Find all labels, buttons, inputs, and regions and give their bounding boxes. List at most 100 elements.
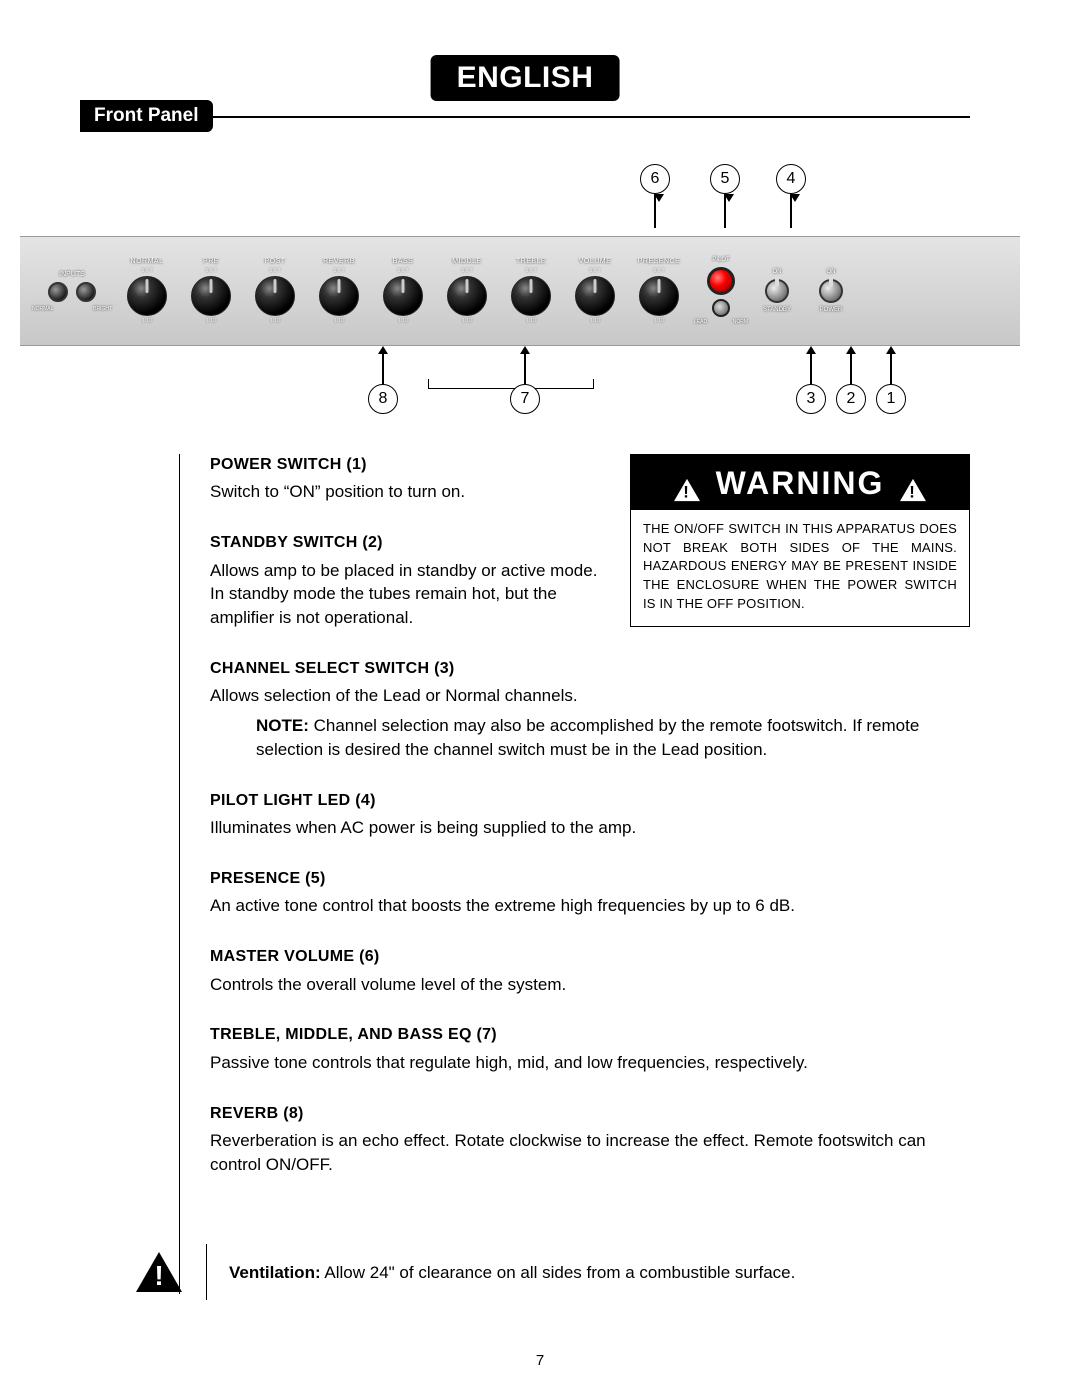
knob-middle: MIDDLE5 6 71 10 xyxy=(436,258,498,324)
ventilation-body: Allow 24" of clearance on all sides from… xyxy=(321,1263,796,1282)
knob-scale: 1 10 xyxy=(116,318,178,324)
knob-scale: 1 10 xyxy=(180,318,242,324)
standby-switch[interactable] xyxy=(765,279,789,303)
knob-dial[interactable] xyxy=(191,276,231,316)
knob-scale: 5 6 7 xyxy=(628,268,690,274)
section-title: Front Panel xyxy=(80,100,213,132)
knob-scale: 5 6 7 xyxy=(564,268,626,274)
amp-faceplate: INPUTS NORMAL BRIGHT NORMAL5 6 71 10PRE5… xyxy=(20,236,1020,346)
knob-label: PRE xyxy=(180,258,242,266)
knob-volume: VOLUME 5 6 7 1 10 xyxy=(564,258,626,324)
knob-scale: 5 6 7 xyxy=(308,268,370,274)
knob-pre: PRE 5 6 7 1 10 xyxy=(180,258,242,324)
knob-scale: 5 6 7 xyxy=(116,268,178,274)
warning-triangle-icon: ! xyxy=(898,470,928,496)
callout-line xyxy=(850,354,852,384)
control-body: Passive tone controls that regulate high… xyxy=(210,1051,970,1075)
control-title: REVERB (8) xyxy=(210,1103,970,1125)
knob-scale: 1 10 xyxy=(372,318,434,324)
knob-post: POST 5 6 7 1 10 xyxy=(244,258,306,324)
svg-text:!: ! xyxy=(683,483,690,502)
knob-label: VOLUME xyxy=(564,258,626,266)
svg-text:!: ! xyxy=(910,483,917,502)
ventilation-text: Ventilation: Allow 24" of clearance on a… xyxy=(229,1261,795,1285)
callout-circle: 1 xyxy=(876,384,906,414)
control-title: TREBLE, MIDDLE, AND BASS EQ (7) xyxy=(210,1024,970,1046)
knob-scale: 5 6 7 xyxy=(180,268,242,274)
control-block: MASTER VOLUME (6)Controls the overall vo… xyxy=(210,946,970,996)
knob-bass: BASS5 6 71 10 xyxy=(372,258,434,324)
knob-dial[interactable] xyxy=(319,276,359,316)
knob-scale: 1 10 xyxy=(628,318,690,324)
power-label: POWER xyxy=(806,307,856,313)
pilot-light-led xyxy=(707,267,735,295)
standby-label: STANDBY xyxy=(752,307,802,313)
knob-scale: 1 10 xyxy=(564,318,626,324)
callout-arrow-icon xyxy=(724,194,726,228)
callout-circle: 3 xyxy=(796,384,826,414)
knob-dial[interactable] xyxy=(511,276,551,316)
knob-dial[interactable] xyxy=(127,276,167,316)
callout-arrow-icon xyxy=(886,346,896,354)
control-block: PILOT LIGHT LED (4)Illuminates when AC p… xyxy=(210,790,970,840)
warning-triangle-icon: ! xyxy=(672,470,702,496)
callout-2: 2 xyxy=(836,346,866,414)
front-panel-diagram: 654 INPUTS NORMAL BRIGHT NORMAL5 6 71 10… xyxy=(80,164,970,414)
control-note: NOTE: Channel selection may also be acco… xyxy=(256,714,970,762)
knob-dial[interactable] xyxy=(639,276,679,316)
input-jack-bright[interactable] xyxy=(76,282,96,302)
power-on-label: ON xyxy=(806,269,856,275)
page: ENGLISH Front Panel 654 INPUTS NORMAL BR… xyxy=(80,55,970,1300)
page-number: 7 xyxy=(536,1352,544,1369)
callout-1: 1 xyxy=(876,346,906,414)
content-area: ! WARNING ! THE ON/OFF SWITCH IN THIS AP… xyxy=(80,454,970,1300)
knob-dial[interactable] xyxy=(575,276,615,316)
knob-treble: TREBLE5 6 71 10 xyxy=(500,258,562,324)
callout-arrow-icon xyxy=(806,346,816,354)
knob-scale: 1 10 xyxy=(244,318,306,324)
callout-arrow-icon xyxy=(378,346,388,354)
channel-select-switch[interactable] xyxy=(712,299,730,317)
chan-lead-label: LEAD xyxy=(694,319,707,325)
inputs-title: INPUTS xyxy=(32,271,112,278)
control-block: CHANNEL SELECT SWITCH (3)Allows selectio… xyxy=(210,658,970,762)
control-body: An active tone control that boosts the e… xyxy=(210,894,970,918)
callout-circle: 5 xyxy=(710,164,740,194)
control-title: PRESENCE (5) xyxy=(210,868,970,890)
callout-arrow-icon xyxy=(654,194,656,228)
callout-circle: 4 xyxy=(776,164,806,194)
knob-label: REVERB xyxy=(308,258,370,266)
callout-line xyxy=(524,354,526,384)
control-block: PRESENCE (5) An active tone control that … xyxy=(210,868,970,918)
note-label: NOTE: xyxy=(256,716,309,735)
pilot-label: PILOT xyxy=(694,257,748,263)
knob-label: PRESENCE xyxy=(628,258,690,266)
knob-normal: NORMAL5 6 71 10 xyxy=(116,258,178,324)
knob-scale: 5 6 7 xyxy=(436,268,498,274)
input-jack-normal[interactable] xyxy=(48,282,68,302)
standby-on-label: ON xyxy=(752,269,802,275)
input-label-bright: BRIGHT xyxy=(93,306,112,312)
descriptions-column: ! WARNING ! THE ON/OFF SWITCH IN THIS AP… xyxy=(210,454,970,1300)
knob-scale: 1 10 xyxy=(500,318,562,324)
power-block: ON POWER xyxy=(806,269,856,313)
ventilation-label: Ventilation: xyxy=(229,1263,321,1282)
control-body: Reverberation is an echo effect. Rotate … xyxy=(210,1129,970,1177)
knob-label: POST xyxy=(244,258,306,266)
chan-norm-label: NORM xyxy=(733,319,748,325)
knob-label: MIDDLE xyxy=(436,258,498,266)
inputs-section: INPUTS NORMAL BRIGHT xyxy=(32,271,112,312)
power-switch[interactable] xyxy=(819,279,843,303)
knob-scale: 1 10 xyxy=(308,318,370,324)
callout-5: 5 xyxy=(710,164,740,228)
knob-dial[interactable] xyxy=(447,276,487,316)
callout-arrow-icon xyxy=(520,346,530,354)
control-block: REVERB (8) Reverberation is an echo effec… xyxy=(210,1103,970,1177)
callout-circle: 6 xyxy=(640,164,670,194)
control-block: TREBLE, MIDDLE, AND BASS EQ (7) Passive t… xyxy=(210,1024,970,1074)
knob-scale: 5 6 7 xyxy=(244,268,306,274)
knob-dial[interactable] xyxy=(383,276,423,316)
callout-circle: 2 xyxy=(836,384,866,414)
left-margin-column xyxy=(80,454,180,1294)
knob-dial[interactable] xyxy=(255,276,295,316)
